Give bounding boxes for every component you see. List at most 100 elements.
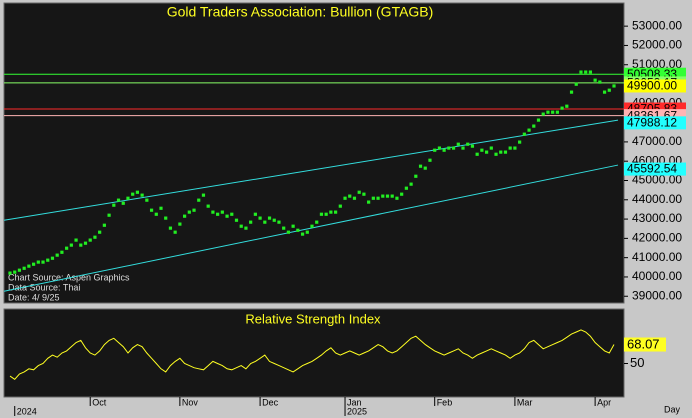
price-dot: [437, 146, 442, 150]
price-dot: [282, 226, 286, 230]
price-dot: [131, 192, 135, 196]
price-dot: [168, 226, 173, 230]
price-dot: [178, 222, 182, 226]
rsi-last-label: 68.07: [627, 336, 660, 351]
price-dot: [272, 218, 276, 222]
price-dot: [433, 148, 437, 152]
price-dot: [324, 212, 328, 216]
price-dot: [470, 144, 475, 148]
price-dot: [499, 150, 503, 154]
price-dot: [489, 146, 493, 150]
price-dot: [230, 212, 234, 216]
price-dot: [107, 213, 111, 217]
price-dot: [508, 146, 512, 150]
y-tick-label: 41000.00: [632, 250, 682, 264]
note: Data Source: Thai: [8, 282, 80, 292]
price-dot: [206, 204, 210, 208]
price-dot: [362, 192, 366, 196]
price-dot: [371, 196, 375, 200]
x-tick-label: Feb: [437, 397, 453, 407]
price-dot: [55, 253, 59, 257]
price-dot: [8, 271, 12, 275]
price-dot: [263, 220, 267, 224]
price-dot: [612, 84, 616, 88]
year-label: 2024: [17, 406, 37, 416]
price-dot: [367, 200, 371, 204]
x-tick-label: Oct: [92, 397, 107, 407]
y-tick-label: 45000.00: [632, 173, 682, 187]
price-dot: [79, 243, 83, 247]
trend-line: [3, 164, 619, 292]
price-dot: [300, 232, 305, 236]
price-dot: [74, 238, 78, 242]
price-dot: [182, 214, 187, 218]
price-dot: [140, 193, 144, 197]
price-dot: [574, 82, 578, 86]
price-dot: [220, 210, 224, 214]
x-tick-label: Mar: [517, 397, 533, 407]
price-dot: [98, 230, 102, 234]
price-dot: [584, 70, 588, 74]
price-dot: [513, 146, 517, 150]
price-dot: [414, 174, 418, 178]
price-dot: [418, 164, 423, 168]
price-dot: [560, 106, 564, 110]
price-dot: [602, 90, 607, 94]
price-dot: [527, 128, 531, 132]
price-dot: [102, 223, 106, 227]
price-dot: [428, 158, 432, 162]
price-dot: [466, 142, 470, 146]
price-dot: [385, 194, 390, 198]
price-dot: [310, 224, 314, 228]
price-dot: [541, 112, 545, 116]
price-dot: [480, 148, 484, 152]
rsi-line: [9, 329, 615, 380]
price-dot: [234, 218, 239, 222]
price-dot: [404, 186, 408, 190]
price-dot: [17, 268, 22, 272]
price-dot: [423, 166, 427, 170]
level-box: [624, 116, 686, 130]
price-dot: [192, 208, 196, 212]
price-dot: [296, 228, 300, 232]
price-dot: [348, 194, 352, 198]
price-dot: [239, 224, 243, 228]
price-dot: [475, 152, 479, 156]
level-box: [624, 79, 686, 93]
price-dot: [456, 142, 460, 146]
y-tick-label: 47000.00: [632, 134, 682, 148]
price-dot: [333, 210, 338, 214]
price-dot: [343, 196, 347, 200]
price-dot: [551, 110, 555, 114]
price-dot: [173, 230, 177, 234]
y-tick-label: 39000.00: [632, 288, 682, 302]
price-dot: [546, 110, 550, 114]
price-dot: [135, 190, 140, 194]
price-dot: [569, 90, 574, 94]
price-dot: [121, 201, 125, 205]
price-dot: [536, 118, 541, 122]
price-dot: [145, 198, 149, 202]
y-tick-label: 44000.00: [632, 192, 682, 206]
y-tick-label: 42000.00: [632, 231, 682, 245]
price-dot: [164, 216, 168, 220]
price-dot: [376, 196, 380, 200]
price-dot: [286, 230, 291, 234]
price-dot: [187, 210, 191, 214]
price-dot: [126, 196, 130, 200]
y-tick-label: 40000.00: [632, 269, 682, 283]
price-dot: [395, 196, 399, 200]
rsi-title: Relative Strength Index: [245, 311, 381, 326]
price-dot: [116, 198, 121, 202]
price-dot: [201, 193, 206, 197]
price-dot: [60, 250, 64, 254]
price-panel: [3, 2, 625, 304]
year-label: 2025: [347, 406, 367, 416]
price-dot: [197, 198, 201, 202]
chart-title: Gold Traders Association: Bullion (GTAGB…: [167, 4, 434, 20]
price-dot: [83, 241, 88, 245]
price-dot: [258, 216, 262, 220]
price-dot: [579, 70, 583, 74]
price-dot: [522, 132, 526, 136]
